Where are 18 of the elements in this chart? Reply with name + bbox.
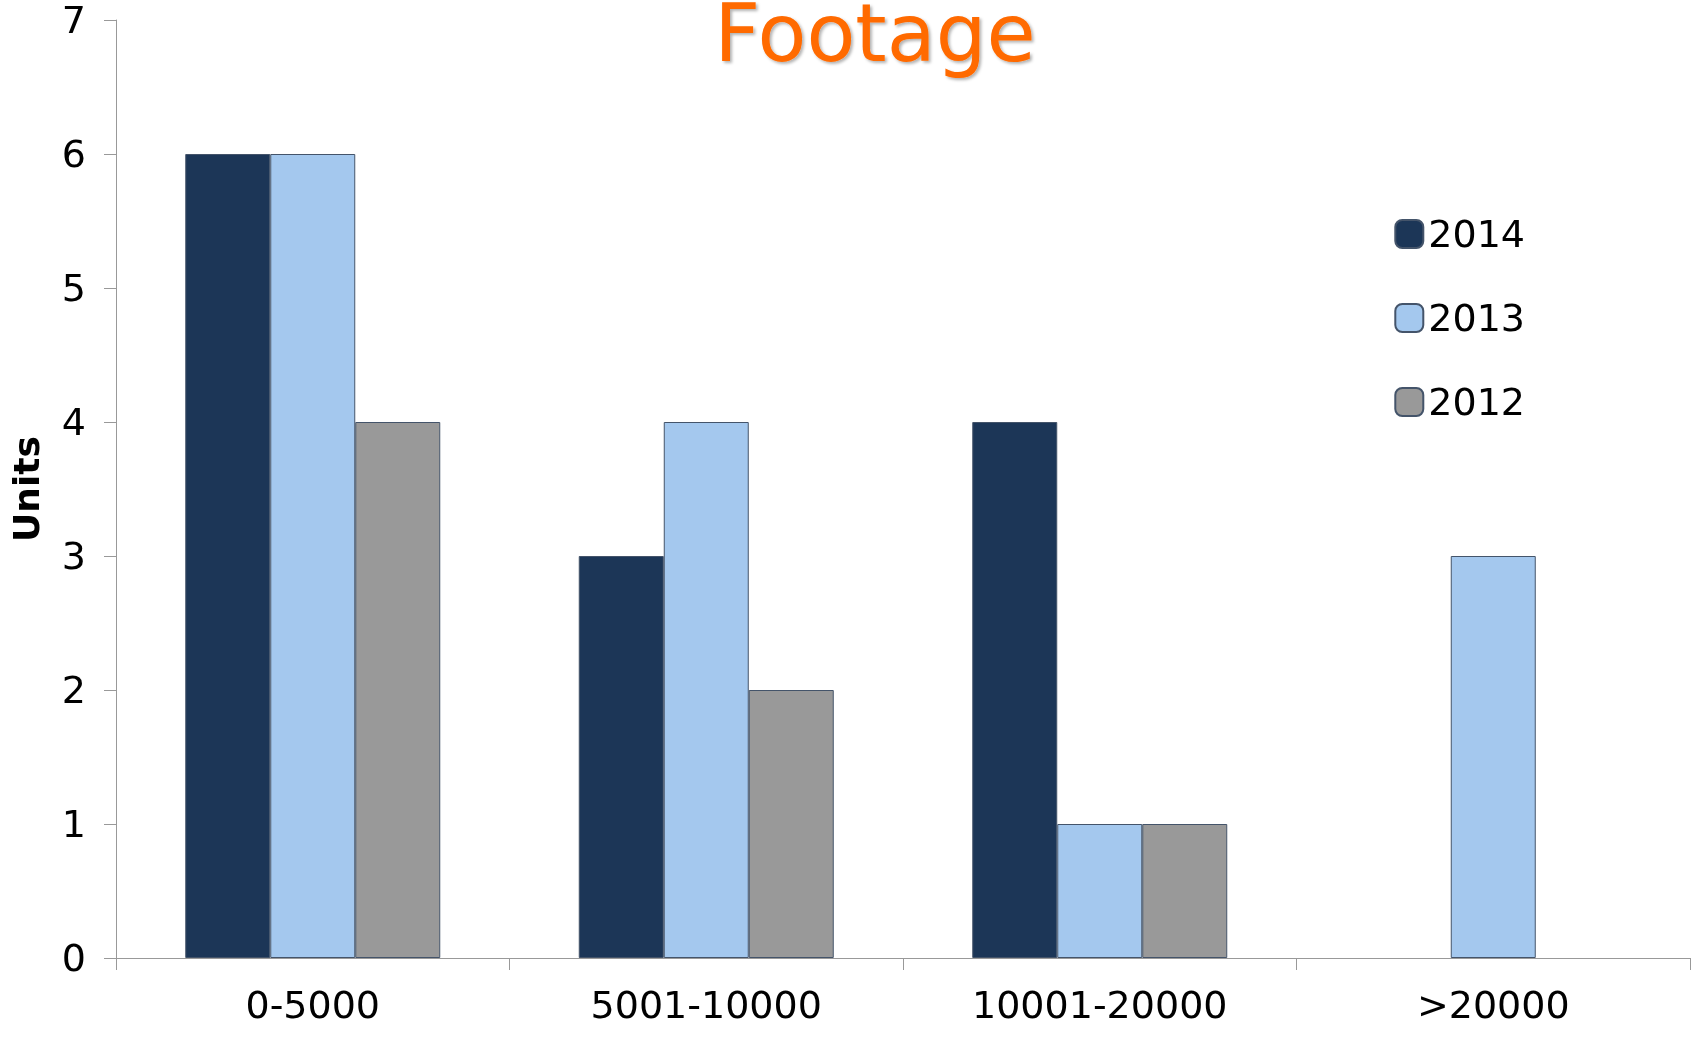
y-tick-label: 2 <box>61 668 86 712</box>
y-tick-label: 7 <box>61 0 86 42</box>
y-tick-label: 0 <box>61 936 86 980</box>
bar <box>1450 556 1536 958</box>
y-tick-label: 4 <box>61 400 86 444</box>
y-tick-label: 3 <box>61 534 86 578</box>
y-tick-label: 5 <box>61 266 86 310</box>
y-tick-label: 6 <box>61 132 86 176</box>
y-tick-label: 1 <box>61 802 86 846</box>
legend-label: 2012 <box>1428 380 1526 424</box>
x-tick-label: 0-5000 <box>245 983 381 1027</box>
y-axis-title: Units <box>5 436 47 542</box>
legend-label: 2013 <box>1428 296 1526 340</box>
chart-title: Footage <box>714 0 1036 80</box>
x-tick-label: >20000 <box>1416 983 1570 1027</box>
x-tick-label: 5001-10000 <box>590 983 822 1027</box>
x-tick-label: 10001-20000 <box>972 983 1228 1027</box>
legend-label: 2014 <box>1428 212 1526 256</box>
